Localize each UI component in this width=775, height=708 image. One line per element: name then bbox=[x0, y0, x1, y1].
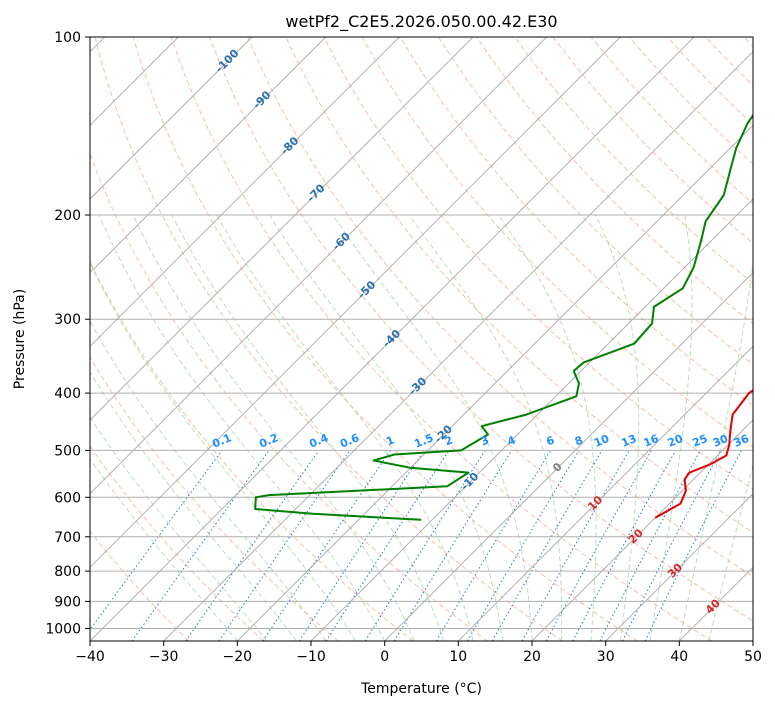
plot-area: -100-90-80-70-60-50-40-30-20-10010203040… bbox=[90, 37, 753, 641]
isotherm-line bbox=[90, 37, 695, 641]
mixing-ratio-line bbox=[572, 450, 676, 641]
mixing-ratio-label: 20 bbox=[666, 432, 685, 450]
x-tick-label: −10 bbox=[296, 649, 326, 665]
moist-adiabat-line bbox=[269, 214, 503, 641]
mixing-ratio-line bbox=[393, 450, 513, 641]
mixing-ratio-label: 10 bbox=[592, 432, 611, 450]
mixing-ratio-label: 16 bbox=[642, 432, 661, 450]
y-tick-label: 1000 bbox=[45, 622, 81, 638]
mixing-ratio-label: 1 bbox=[384, 433, 396, 448]
moist-adiabat-line bbox=[594, 214, 640, 641]
isotherm-line bbox=[457, 345, 753, 641]
y-tick-label: 900 bbox=[54, 594, 81, 610]
mixing-ratio-line bbox=[621, 450, 722, 641]
mixing-ratio-label: 30 bbox=[711, 432, 730, 450]
x-tick-label: 0 bbox=[380, 649, 389, 665]
moist-adiabat-line bbox=[90, 370, 297, 641]
mixing-ratio-label: 8 bbox=[573, 433, 585, 448]
chart-title: wetPf2_C2E5.2026.050.00.42.E30 bbox=[285, 12, 557, 32]
moist-adiabat-line bbox=[649, 214, 693, 641]
isotherm-line bbox=[90, 37, 548, 495]
moist-adiabat-line bbox=[678, 258, 753, 641]
y-tick-label: 800 bbox=[54, 564, 81, 580]
y-tick-label: 100 bbox=[54, 30, 81, 46]
mixing-ratio-line bbox=[90, 450, 223, 631]
mixing-ratio-label: 2 bbox=[443, 433, 455, 448]
dry-adiabat-line bbox=[90, 445, 264, 641]
y-tick-label: 400 bbox=[54, 386, 81, 402]
moist-adiabat-line bbox=[708, 463, 753, 641]
mixing-ratio-line bbox=[218, 450, 351, 641]
moist-adiabat-line bbox=[90, 458, 238, 641]
x-tick-label: 40 bbox=[670, 649, 688, 665]
mixing-ratio-label: 13 bbox=[619, 432, 638, 450]
isotherm-line bbox=[384, 271, 753, 641]
moist-adiabat-line bbox=[132, 214, 415, 641]
profile-series bbox=[254, 113, 753, 521]
dry-adiabat-line bbox=[90, 152, 488, 641]
dry-adiabat-line bbox=[437, 37, 753, 365]
dry-adiabat-line bbox=[90, 530, 190, 641]
moist-adiabat-line bbox=[98, 214, 386, 641]
dry-adiabat-line bbox=[132, 37, 638, 641]
x-axis-label: Temperature (°C) bbox=[360, 681, 482, 697]
isotherm-line bbox=[90, 37, 474, 421]
mixing-ratio-line bbox=[521, 450, 630, 641]
moist-adiabat-line bbox=[90, 261, 356, 641]
moist-adiabat-line bbox=[498, 214, 597, 641]
isotherm-line bbox=[163, 50, 753, 641]
mixing-ratio-line bbox=[325, 450, 450, 641]
dry-adiabat-line bbox=[514, 37, 753, 284]
moist-adiabat-line bbox=[408, 214, 563, 641]
moist-adiabat-line bbox=[90, 320, 327, 641]
dry-adiabat-line bbox=[170, 37, 712, 641]
x-axis: −40 −30 −20 −10 0 10 20 30 40 50 bbox=[75, 641, 762, 665]
x-tick-label: −20 bbox=[223, 649, 253, 665]
moist-adiabat-line bbox=[90, 416, 268, 641]
x-tick-label: −40 bbox=[75, 649, 105, 665]
isotherm-line bbox=[531, 419, 753, 641]
y-tick-label: 600 bbox=[54, 490, 81, 506]
mixing-ratio-line bbox=[545, 450, 652, 641]
isotherm-line bbox=[310, 198, 753, 641]
isotherm-line bbox=[90, 37, 621, 569]
mixing-ratio-label: 25 bbox=[690, 432, 709, 450]
temperature-profile-line bbox=[654, 389, 753, 519]
x-tick-label: −30 bbox=[149, 649, 179, 665]
isotherm-line bbox=[90, 37, 327, 274]
mixing-ratio-label: 3 bbox=[479, 433, 491, 448]
dewpoint-profile-line bbox=[254, 113, 753, 521]
y-tick-label: 200 bbox=[54, 208, 81, 224]
y-axis: 100 200 300 400 500 600 700 800 900 1000 bbox=[45, 30, 90, 638]
isotherm-line bbox=[605, 492, 753, 641]
plot-frame bbox=[89, 36, 754, 642]
pressure-gridlines bbox=[90, 37, 753, 629]
dry-adiabat-line bbox=[209, 37, 753, 622]
mixing-ratio-line bbox=[644, 450, 742, 641]
dry-adiabat-line bbox=[247, 37, 753, 577]
x-tick-label: 50 bbox=[744, 649, 762, 665]
dry-adiabat-line bbox=[94, 37, 563, 641]
x-tick-label: 30 bbox=[597, 649, 615, 665]
moist-adiabats bbox=[90, 214, 753, 641]
mixing-ratio-lines bbox=[90, 450, 742, 641]
mixing-ratio-line bbox=[185, 450, 320, 641]
dry-adiabat-line bbox=[399, 37, 753, 407]
dry-adiabat-line bbox=[323, 37, 753, 491]
mixing-ratio-line bbox=[298, 450, 425, 641]
x-tick-label: 20 bbox=[523, 649, 541, 665]
isotherm-line bbox=[90, 37, 400, 348]
y-axis-label: Pressure (hPa) bbox=[12, 289, 28, 389]
isotherm-line bbox=[90, 37, 253, 200]
dry-adiabat-line bbox=[90, 356, 339, 641]
moist-adiabat-line bbox=[171, 214, 445, 641]
y-tick-label: 500 bbox=[54, 443, 81, 459]
mixing-ratio-line bbox=[262, 450, 391, 641]
mixing-ratio-label: 36 bbox=[732, 432, 751, 450]
y-tick-label: 700 bbox=[54, 530, 81, 546]
x-tick-label: 10 bbox=[449, 649, 467, 665]
y-tick-label: 300 bbox=[54, 312, 81, 328]
